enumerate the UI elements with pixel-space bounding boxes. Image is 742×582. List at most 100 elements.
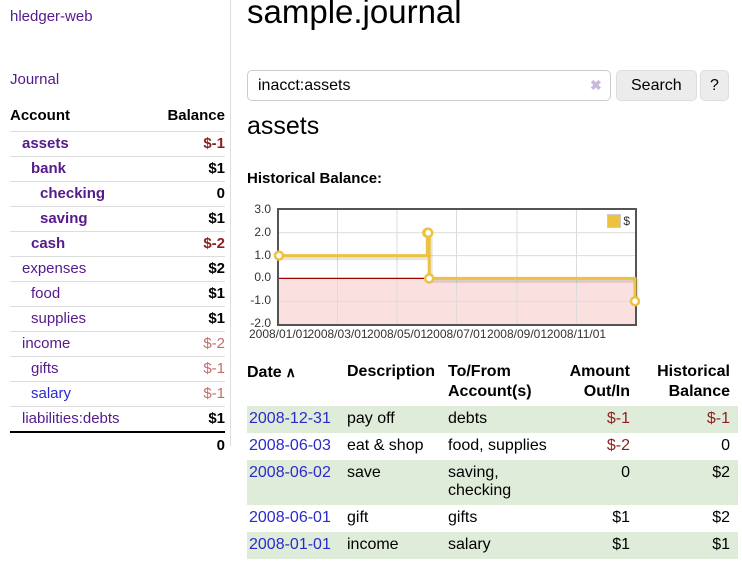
date-cell: 2008-06-02: [247, 460, 347, 505]
account-link-gifts[interactable]: gifts: [31, 360, 59, 377]
account-link-expenses[interactable]: expenses: [22, 260, 87, 277]
x-axis-tick-label: 2008/01/01: [248, 327, 310, 341]
transaction-date-link[interactable]: 2008-06-01: [249, 509, 331, 526]
legend-swatch: [607, 214, 622, 228]
account-balance: $-2: [150, 231, 225, 257]
account-link-income[interactable]: income: [22, 335, 71, 352]
balance-cell: 0: [721, 437, 730, 454]
account-balance: $1: [150, 281, 225, 307]
account-link-food[interactable]: food: [31, 285, 61, 302]
y-axis-tick-label: 1.0: [254, 247, 271, 262]
date-cell: 2008-06-01: [247, 505, 347, 532]
account-row: checking 0: [10, 181, 225, 207]
x-axis-tick-label: 2008/03/01: [307, 327, 368, 341]
account-name-cell: cash: [10, 231, 151, 257]
accounts-cell: salary: [448, 536, 491, 553]
legend-label: $: [623, 214, 630, 228]
account-name-cell: expenses: [10, 256, 151, 282]
account-name-cell: gifts: [10, 356, 151, 382]
account-row: income $-2: [10, 331, 225, 357]
account-row: food $1: [10, 281, 225, 307]
transaction-date-link[interactable]: 2008-06-03: [249, 437, 331, 454]
amount-cell: $-1: [606, 410, 630, 427]
chart-title: Historical Balance:: [247, 170, 383, 187]
account-row: expenses $2: [10, 256, 225, 282]
x-axis-tick-label: 2008/05/01: [366, 327, 428, 341]
account-link-salary[interactable]: salary: [31, 385, 72, 402]
account-row: assets $-1: [10, 131, 225, 157]
account-link-supplies[interactable]: supplies: [31, 310, 87, 327]
data-point-marker: [273, 250, 285, 261]
account-balance: $-1: [150, 356, 225, 382]
column-header-accounts: To/From Account(s): [448, 363, 532, 400]
transaction-row: 2008-06-03 eat & shop food, supplies $-2 0: [247, 433, 738, 460]
account-link-bank[interactable]: bank: [31, 160, 67, 177]
chart-legend: $: [607, 214, 630, 228]
account-name-cell: income: [10, 331, 151, 357]
help-button[interactable]: ?: [700, 70, 729, 101]
y-axis-tick-label: -2.0: [250, 316, 271, 330]
account-row: cash $-2: [10, 231, 225, 257]
date-cell: 2008-12-31: [247, 406, 347, 433]
data-point-marker: [629, 295, 641, 307]
page-title: sample.journal: [247, 0, 462, 30]
balance-cell: $2: [712, 509, 730, 526]
account-name-cell: salary: [10, 381, 151, 407]
transaction-row: 2008-06-02 save saving, checking 0 $2: [247, 460, 738, 505]
account-link-saving[interactable]: saving: [40, 210, 88, 227]
account-balance: $2: [150, 256, 225, 282]
account-link-checking[interactable]: checking: [40, 185, 106, 202]
accounts-table: Account Balance assets $-1 bank $1 checking 0…: [10, 103, 225, 459]
column-header-date[interactable]: Date ∧: [247, 364, 296, 381]
app-title-link[interactable]: hledger-web: [10, 8, 93, 25]
transaction-row: 2008-06-01 gift gifts $1 $2: [247, 505, 738, 532]
balance-cell: $2: [712, 464, 730, 481]
account-balance: $1: [150, 406, 225, 432]
account-balance: $-1: [150, 131, 225, 157]
account-heading: assets: [247, 112, 320, 140]
search-button[interactable]: Search: [616, 70, 697, 101]
transaction-row: 2008-01-01 income salary $1 $1: [247, 532, 738, 559]
sidebar-divider: [230, 0, 231, 446]
search-bar: ✖ Search ?: [247, 70, 742, 101]
account-balance: $1: [150, 306, 225, 332]
journal-link[interactable]: Journal: [10, 71, 60, 88]
accounts-cell: saving, checking: [448, 464, 512, 499]
account-name-cell: checking: [10, 181, 151, 207]
description-cell: gift: [347, 509, 369, 526]
clear-search-icon[interactable]: ✖: [590, 77, 602, 93]
accounts-total-value: 0: [150, 431, 225, 459]
y-axis-tick-label: -1.0: [250, 293, 271, 308]
account-name-cell: supplies: [10, 306, 151, 332]
chart-plot-area: $: [273, 208, 641, 326]
account-row: supplies $1: [10, 306, 225, 332]
amount-cell: $-2: [606, 437, 630, 454]
column-header-amount: Amount Out/In: [569, 363, 630, 400]
account-balance: $1: [150, 156, 225, 182]
account-link-cash[interactable]: cash: [31, 235, 66, 252]
register-table: Date ∧ Description To/From Account(s) Amount…: [247, 360, 738, 559]
description-cell: income: [347, 536, 399, 553]
y-axis-tick-label: 3.0: [254, 202, 271, 216]
account-name-cell: food: [10, 281, 151, 307]
account-row: bank $1: [10, 156, 225, 182]
x-axis-tick-label: 2008/11/01: [546, 327, 607, 341]
transaction-date-link[interactable]: 2008-06-02: [249, 464, 331, 481]
date-cell: 2008-01-01: [247, 532, 347, 559]
account-link-liabilities-debts[interactable]: liabilities:debts: [22, 410, 120, 427]
data-point-marker: [422, 227, 434, 239]
column-header-balance: Historical Balance: [657, 363, 730, 400]
accounts-header-account: Account: [10, 107, 70, 124]
amount-cell: 0: [621, 464, 630, 481]
sort-ascending-icon: ∧: [281, 364, 296, 380]
transaction-date-link[interactable]: 2008-01-01: [249, 536, 331, 553]
account-link-assets[interactable]: assets: [22, 135, 69, 152]
account-row: salary $-1: [10, 381, 225, 407]
transaction-date-link[interactable]: 2008-12-31: [249, 410, 331, 427]
accounts-cell: debts: [448, 410, 488, 427]
chart-canvas: [273, 210, 641, 324]
transaction-row: 2008-12-31 pay off debts $-1 $-1: [247, 406, 738, 433]
accounts-cell: food, supplies: [448, 437, 547, 454]
search-input[interactable]: [247, 70, 611, 101]
